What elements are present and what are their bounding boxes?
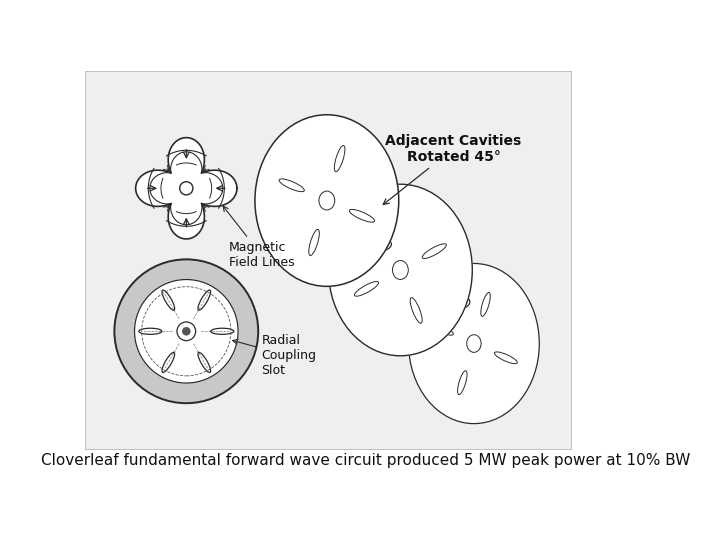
Ellipse shape [379,217,390,242]
Ellipse shape [410,298,422,323]
Ellipse shape [354,281,379,296]
Ellipse shape [328,184,472,356]
Ellipse shape [163,291,174,309]
Ellipse shape [309,230,320,255]
Ellipse shape [481,293,490,316]
Polygon shape [135,138,237,239]
Bar [85,71,571,449]
Text: Magnetic
Field Lines: Magnetic Field Lines [223,206,294,269]
Ellipse shape [279,179,305,192]
Ellipse shape [334,145,345,172]
Ellipse shape [212,329,233,334]
Ellipse shape [140,329,161,334]
Ellipse shape [349,210,374,222]
Polygon shape [405,289,470,325]
Polygon shape [336,220,392,251]
Ellipse shape [163,354,174,372]
Ellipse shape [422,244,446,259]
Ellipse shape [199,354,210,372]
Ellipse shape [199,291,210,309]
Circle shape [135,280,238,383]
Circle shape [183,328,190,335]
Ellipse shape [458,371,467,395]
Ellipse shape [431,323,454,335]
Text: Adjacent Cavities
Rotated 45°: Adjacent Cavities Rotated 45° [383,133,521,205]
Circle shape [114,259,258,403]
Text: Radial
Coupling
Slot: Radial Coupling Slot [233,334,317,377]
Ellipse shape [255,114,399,286]
Ellipse shape [495,352,517,363]
Ellipse shape [408,264,539,423]
Text: Cloverleaf fundamental forward wave circuit produced 5 MW peak power at 10% BW: Cloverleaf fundamental forward wave circ… [41,453,690,468]
